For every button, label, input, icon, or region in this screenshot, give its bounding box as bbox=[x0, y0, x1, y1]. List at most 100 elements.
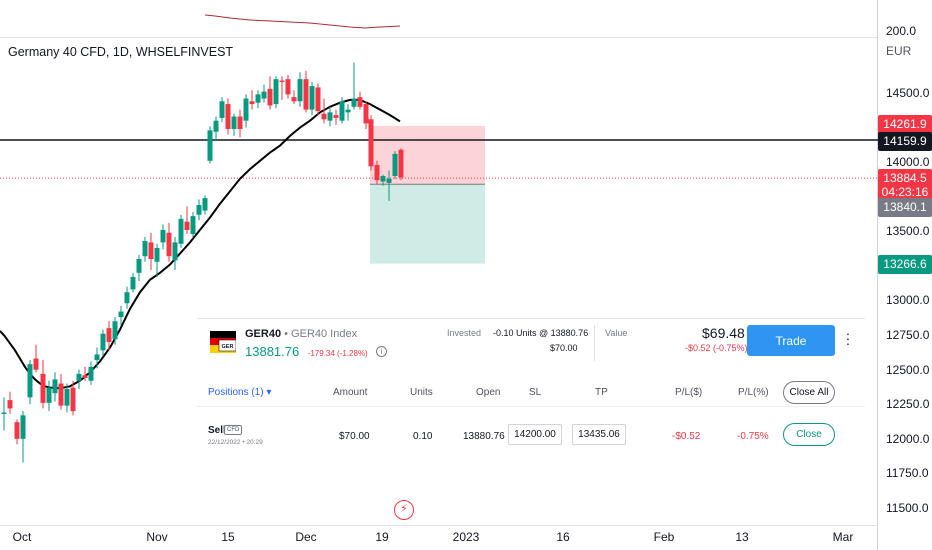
candle bbox=[124, 286, 130, 309]
time-tick-label: 13 bbox=[735, 530, 749, 544]
time-tick-label: 15 bbox=[221, 530, 235, 544]
candle bbox=[279, 76, 285, 100]
pl-usd: -$0.52 bbox=[672, 431, 701, 442]
candle bbox=[392, 151, 398, 179]
candle bbox=[380, 174, 386, 186]
positions-header: Positions (1) ▾ Amount Units Open SL TP … bbox=[197, 375, 865, 407]
candle bbox=[64, 383, 70, 413]
col-units: Units bbox=[410, 387, 433, 398]
candle bbox=[225, 98, 231, 135]
svg-text:GER: GER bbox=[222, 344, 234, 350]
price-tick-label: 12000.0 bbox=[886, 432, 930, 446]
candle bbox=[363, 101, 369, 129]
position-open: 13880.76 bbox=[463, 431, 505, 442]
candle bbox=[243, 94, 249, 128]
candle bbox=[351, 62, 357, 110]
symbol-ticker: GER40 bbox=[245, 328, 282, 340]
last-price-tag: 13884.5 04:23:16 bbox=[878, 169, 932, 201]
symbol-description: • GER40 Index bbox=[284, 328, 358, 340]
info-icon[interactable]: i bbox=[376, 346, 388, 358]
take-profit-input[interactable] bbox=[572, 424, 626, 445]
candle bbox=[14, 419, 20, 445]
price-line: 13881.76 -179.34 (-1.28%) i bbox=[245, 343, 388, 361]
position-side: Sell bbox=[208, 425, 226, 436]
price-tick-label: 12750.0 bbox=[886, 328, 930, 342]
position-units: 0.10 bbox=[413, 431, 433, 442]
close-position-button[interactable]: Close bbox=[783, 423, 835, 446]
candle bbox=[237, 109, 243, 138]
trading-panel: GER GER40 • GER40 Index 13881.76 -179.34… bbox=[197, 318, 865, 468]
chart-title: Germany 40 CFD, 1D, WHSELFINVEST bbox=[8, 45, 234, 59]
candle bbox=[196, 199, 202, 221]
candle bbox=[154, 243, 160, 277]
candle bbox=[130, 272, 136, 293]
candle bbox=[58, 373, 64, 410]
candle bbox=[297, 72, 303, 107]
candle bbox=[368, 115, 374, 171]
candle bbox=[213, 116, 219, 141]
hline-price-tag: 14159.9 bbox=[878, 132, 932, 151]
pl-pct: -0.75% bbox=[737, 431, 769, 442]
candle bbox=[94, 347, 100, 369]
candle bbox=[148, 232, 154, 271]
stop-loss-input[interactable] bbox=[508, 424, 562, 445]
candle bbox=[46, 380, 52, 412]
time-tick-label: 16 bbox=[556, 530, 570, 544]
col-pl-pct: P/L(%) bbox=[738, 387, 769, 398]
col-pl-usd: P/L($) bbox=[675, 387, 703, 398]
candle bbox=[321, 98, 327, 124]
flash-icon[interactable]: ⚡ bbox=[394, 500, 414, 520]
candle bbox=[40, 359, 46, 409]
stop-price-tag: 14261.9 bbox=[878, 115, 932, 134]
candle bbox=[207, 126, 213, 164]
candle bbox=[374, 160, 380, 185]
col-tp: TP bbox=[595, 387, 608, 398]
candle bbox=[27, 359, 33, 405]
candle bbox=[136, 254, 142, 282]
value-label: Value bbox=[605, 328, 628, 338]
entry-price-tag: 13840.1 bbox=[878, 198, 932, 217]
candle bbox=[309, 81, 315, 116]
candle bbox=[291, 90, 297, 105]
candle bbox=[88, 361, 94, 385]
risk-zone[interactable] bbox=[370, 125, 485, 185]
col-open: Open bbox=[476, 387, 501, 398]
candle bbox=[142, 236, 148, 262]
candle bbox=[100, 329, 106, 356]
candle bbox=[339, 97, 345, 124]
candle bbox=[20, 411, 26, 463]
price-change: -179.34 (-1.28%) bbox=[307, 349, 368, 358]
reward-zone[interactable] bbox=[370, 184, 485, 264]
candle bbox=[82, 366, 88, 381]
candle bbox=[261, 84, 267, 103]
instrument-summary: GER GER40 • GER40 Index 13881.76 -179.34… bbox=[197, 319, 865, 371]
candle bbox=[112, 317, 118, 345]
candle bbox=[202, 195, 208, 215]
price-tick-label: 11750.0 bbox=[886, 466, 929, 480]
price-tick-label: 12250.0 bbox=[886, 397, 930, 411]
oscillator-line bbox=[204, 14, 401, 29]
candle bbox=[386, 170, 392, 201]
price-tick-label: 14000.0 bbox=[886, 155, 930, 169]
time-tick-label: Nov bbox=[146, 530, 167, 544]
candle bbox=[178, 214, 184, 248]
positions-tab[interactable]: Positions (1) ▾ bbox=[208, 387, 272, 398]
candle bbox=[7, 391, 13, 414]
bar-countdown: 04:23:16 bbox=[881, 185, 929, 199]
invested-label: Invested bbox=[447, 328, 482, 338]
candle bbox=[1, 397, 7, 431]
target-price-tag: 13266.6 bbox=[878, 255, 932, 274]
time-tick-label: 19 bbox=[375, 530, 389, 544]
time-tick-label: Dec bbox=[295, 530, 316, 544]
candle bbox=[76, 369, 82, 390]
value-change: -$0.52 (-0.75%) bbox=[685, 343, 748, 353]
trade-button[interactable]: Trade bbox=[747, 325, 835, 356]
candle bbox=[190, 211, 196, 237]
candle bbox=[327, 106, 333, 127]
close-all-button[interactable]: Close All bbox=[783, 381, 835, 404]
col-sl: SL bbox=[529, 387, 542, 398]
time-tick-label: 2023 bbox=[453, 530, 480, 544]
candle bbox=[315, 83, 321, 116]
more-options-icon[interactable]: · · · bbox=[845, 325, 851, 351]
candle bbox=[184, 206, 190, 235]
